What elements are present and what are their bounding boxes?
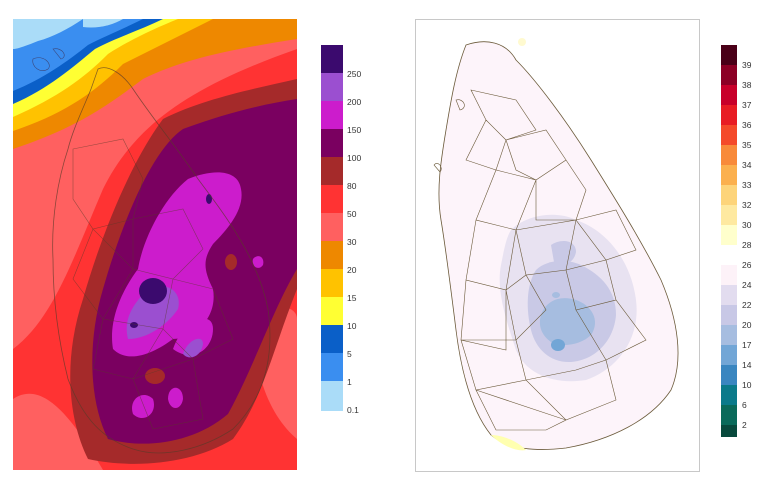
temperature-tick: 14 [742,360,752,370]
rainfall-tick: 250 [347,69,362,79]
rainfall-tick: 200 [347,97,362,107]
temperature-tick: 17 [742,340,752,350]
rainfall-tick: 0.1 [347,405,359,415]
rainfall-contour-plot [13,19,297,470]
temperature-tick: 6 [742,400,747,410]
rainfall-tick: 150 [347,125,362,135]
rainfall-tick: 100 [347,153,362,163]
rainfall-tick: 1 [347,377,352,387]
rainfall-tick: 15 [347,293,357,303]
temperature-tick: 26 [742,260,752,270]
temperature-tick: 24 [742,280,752,290]
temperature-tick: 36 [742,120,752,130]
temperature-tick: 20 [742,320,752,330]
temperature-tick: 38 [742,80,752,90]
temperature-tick: 33 [742,180,752,190]
temperature-tick: 28 [742,240,752,250]
rainfall-tick: 5 [347,349,352,359]
temperature-tick: 30 [742,220,752,230]
temperature-map [415,19,700,472]
rainfall-tick: 20 [347,265,357,275]
temperature-tick: 32 [742,200,752,210]
rainfall-map [13,19,297,470]
temperature-tick: 2 [742,420,747,430]
rainfall-tick: 10 [347,321,357,331]
temperature-tick: 22 [742,300,752,310]
rainfall-tick: 50 [347,209,357,219]
temperature-contour-plot [416,20,699,471]
rainfall-colorbar: 250 200 150 100 80 50 30 20 15 10 5 1 0.… [321,45,381,420]
temperature-tick: 35 [742,140,752,150]
temperature-tick: 34 [742,160,752,170]
rainfall-tick: 80 [347,181,357,191]
temperature-tick: 10 [742,380,752,390]
temperature-tick: 37 [742,100,752,110]
temperature-tick: 39 [742,60,752,70]
temperature-colorbar: 39 38 37 36 35 34 33 32 30 28 26 24 22 2… [721,45,768,440]
rainfall-tick: 30 [347,237,357,247]
